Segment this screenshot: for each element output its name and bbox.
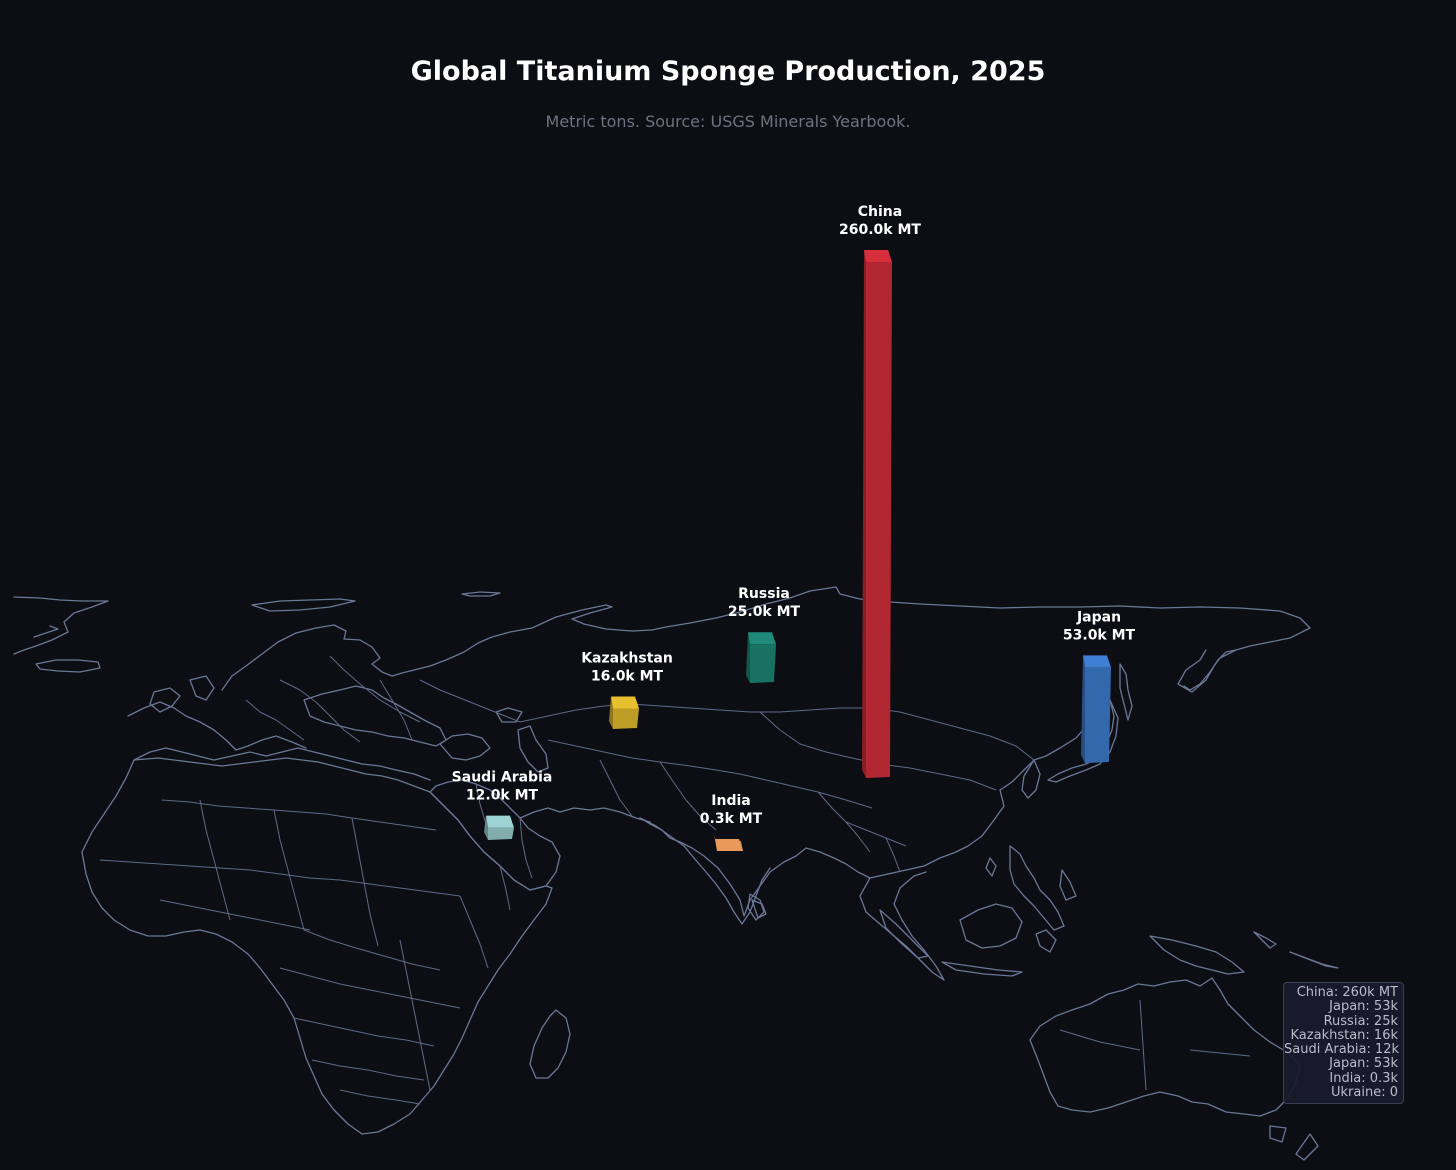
legend: China: 260k MT Japan: 53k Russia: 25k Ka… [1283, 982, 1404, 1104]
bar-value-label: 53.0k MT [1063, 627, 1136, 643]
bar-value-label: 260.0k MT [839, 222, 921, 238]
bar-value-label: 0.3k MT [700, 811, 763, 827]
chart-title: Global Titanium Sponge Production, 2025 [410, 56, 1046, 87]
bar-top-face [864, 250, 892, 262]
bar-side-face [862, 250, 866, 778]
bar-front-face [750, 644, 776, 683]
bar-russia: Russia 25.0k MT [728, 586, 801, 683]
bar-category-label: China [858, 204, 902, 220]
bar-side-face [1081, 655, 1085, 763]
bar-kazakhstan: Kazakhstan 16.0k MT [581, 651, 673, 729]
bar-category-label: Saudi Arabia [452, 770, 553, 786]
bar-front-face [488, 827, 514, 840]
bar-value-label: 16.0k MT [591, 669, 664, 685]
bar-top-face [715, 839, 743, 851]
chart-subtitle: Metric tons. Source: USGS Minerals Yearb… [545, 112, 911, 131]
bar-front-face [613, 708, 639, 729]
legend-entry: Saudi Arabia: 12k [1284, 1042, 1400, 1058]
bar-category-label: India [711, 793, 750, 809]
bar-top-face [611, 696, 639, 709]
legend-entry: China: 260k MT [1296, 985, 1398, 1000]
legend-entry: Japan: 53k [1329, 1056, 1398, 1072]
bar-category-label: Japan [1076, 609, 1121, 625]
bar-value-label: 25.0k MT [728, 604, 801, 620]
bar-top-face [486, 815, 514, 828]
legend-entry: Japan: 53k [1329, 999, 1398, 1015]
bar-category-label: Kazakhstan [581, 651, 673, 667]
legend-entry: India: 0.3k [1329, 1070, 1398, 1086]
bar-front-face [866, 262, 892, 778]
bar-side-face [484, 815, 488, 840]
bar-layer: China 260.0k MT Russia 25.0k MT Kazakhstan 16… [452, 204, 1136, 851]
legend-entry: Russia: 25k [1323, 1013, 1398, 1029]
bar-saudi-arabia: Saudi Arabia 12.0k MT [452, 770, 553, 840]
bar-india: India 0.3k MT [700, 793, 763, 851]
bar-side-face [746, 632, 750, 683]
bar-china: China 260.0k MT [839, 204, 921, 778]
bar-japan: Japan 53.0k MT [1063, 609, 1136, 763]
world-basemap [13, 586, 1339, 1161]
bar-front-face [1085, 667, 1111, 763]
legend-entry: Kazakhstan: 16k [1290, 1027, 1398, 1043]
bar-top-face [748, 632, 776, 645]
bar-top-face [1083, 655, 1111, 668]
bar-category-label: Russia [738, 586, 790, 602]
bar-side-face [609, 696, 613, 729]
legend-entry: Ukraine: 0 [1331, 1085, 1398, 1101]
bar-value-label: 12.0k MT [466, 788, 539, 804]
